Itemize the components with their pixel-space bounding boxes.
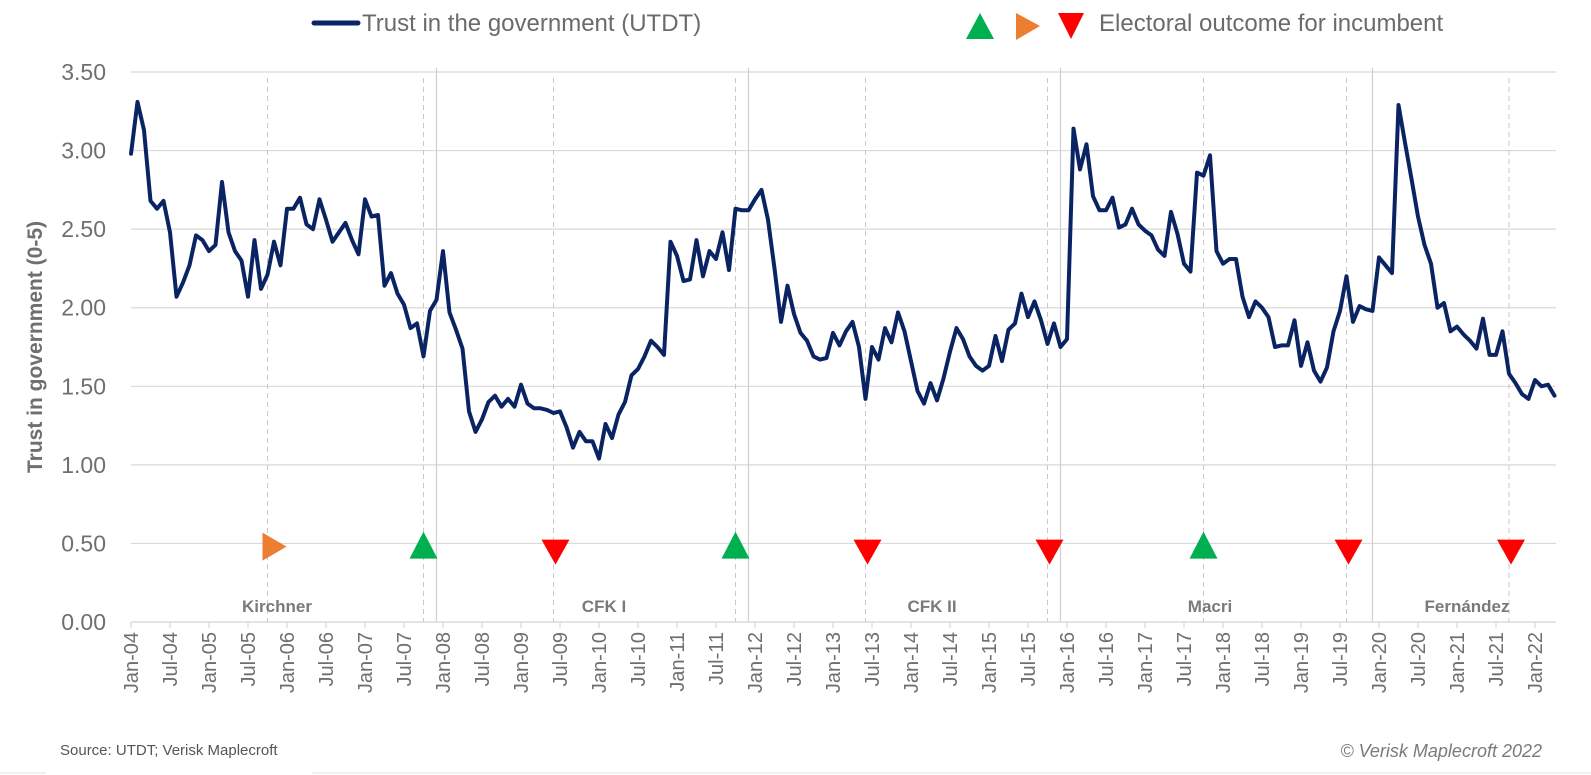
series-line-trust — [129, 99, 1557, 461]
x-tick-label: Jan-06 — [277, 632, 299, 693]
marker-neutral-right-triangle — [262, 532, 287, 561]
x-tick-label: Jan-05 — [199, 632, 221, 693]
legend-up-triangle-icon — [966, 13, 994, 39]
x-tick-label: Jul-08 — [472, 632, 494, 686]
x-tick-label: Jul-18 — [1252, 632, 1274, 686]
x-tick-label: Jan-10 — [589, 632, 611, 693]
x-tick-label: Jan-19 — [1291, 632, 1313, 693]
x-tick-label: Jan-13 — [823, 632, 845, 693]
x-tick-label: Jul-10 — [628, 632, 650, 686]
marker-win-up-triangle — [409, 531, 438, 559]
x-tick-label: Jan-16 — [1057, 632, 1079, 693]
period-label: Kirchner — [242, 597, 312, 616]
x-tick-label: Jan-18 — [1213, 632, 1235, 693]
y-tick-label: 1.50 — [61, 373, 106, 399]
source-note: Source: UTDT; Verisk Maplecroft — [60, 742, 278, 759]
x-tick-label: Jul-07 — [394, 632, 416, 686]
legend-right-triangle-icon — [1016, 13, 1040, 40]
copyright-note: © Verisk Maplecroft 2022 — [1340, 741, 1542, 761]
x-tick-label: Jan-04 — [121, 632, 143, 693]
legend-down-triangle-icon — [1058, 13, 1084, 39]
x-tick-label: Jan-20 — [1369, 632, 1391, 693]
x-tick-label: Jul-16 — [1096, 632, 1118, 686]
x-tick-label: Jul-11 — [706, 632, 728, 685]
x-tick-label: Jul-06 — [316, 632, 338, 686]
x-tick-label: Jul-17 — [1174, 632, 1196, 686]
x-tick-label: Jul-12 — [784, 632, 806, 686]
x-tick-label: Jan-17 — [1135, 632, 1157, 693]
x-tick-label: Jul-15 — [1018, 632, 1040, 686]
marker-loss-down-triangle — [541, 539, 570, 565]
x-tick-label: Jul-19 — [1330, 632, 1352, 686]
x-tick-label: Jan-21 — [1447, 632, 1469, 693]
x-tick-label: Jul-05 — [238, 632, 260, 686]
x-tick-label: Jan-09 — [511, 632, 533, 693]
x-tick-label: Jan-22 — [1525, 632, 1547, 693]
x-tick-label: Jan-14 — [901, 632, 923, 693]
y-tick-label: 0.50 — [61, 530, 106, 556]
period-label: CFK I — [582, 597, 626, 616]
legend: Trust in the government (UTDT) Electoral… — [311, 10, 1444, 40]
x-tick-label: Jan-08 — [433, 632, 455, 693]
legend-markers-label: Electoral outcome for incumbent — [1099, 10, 1444, 37]
x-tick-label: Jul-21 — [1486, 632, 1508, 686]
marker-loss-down-triangle — [1035, 539, 1064, 565]
y-tick-label: 3.50 — [61, 59, 106, 85]
y-tick-label: 3.00 — [61, 138, 106, 164]
marker-win-up-triangle — [721, 531, 750, 559]
marker-loss-down-triangle — [1497, 539, 1525, 565]
period-labels: Kirchner CFK I CFK II Macri Fernández — [242, 597, 1509, 616]
electoral-markers — [262, 531, 1525, 565]
divider-lines — [267, 68, 1510, 622]
y-tick-label: 0.00 — [61, 609, 106, 635]
x-tick-label: Jul-20 — [1408, 632, 1430, 686]
x-tick-label: Jul-09 — [550, 632, 572, 686]
marker-loss-down-triangle — [1334, 539, 1363, 565]
period-label: CFK II — [907, 597, 956, 616]
marker-win-up-triangle — [1189, 531, 1218, 559]
y-tick-label: 1.00 — [61, 452, 106, 478]
x-tick-label: Jul-04 — [160, 632, 182, 686]
x-tick-label: Jan-07 — [355, 632, 377, 693]
y-axis-ticks: 0.00 0.50 1.00 1.50 2.00 2.50 3.00 3.50 — [61, 59, 106, 635]
x-tick-label: Jul-13 — [862, 632, 884, 686]
y-tick-label: 2.50 — [61, 216, 106, 242]
y-axis-label: Trust in government (0-5) — [24, 221, 47, 473]
x-tick-label: Jan-15 — [979, 632, 1001, 693]
period-label: Fernández — [1424, 597, 1509, 616]
gridlines — [131, 71, 1556, 623]
period-label: Macri — [1188, 597, 1232, 616]
x-tick-label: Jul-14 — [940, 632, 962, 686]
x-tick-label: Jan-11 — [667, 632, 689, 692]
x-tick-label: Jan-12 — [745, 632, 767, 693]
legend-series-label: Trust in the government (UTDT) — [362, 10, 701, 37]
x-axis: Jan-04 Jul-04 Jan-05 Jul-05 Jan-06 Jul-06 Jan-… — [121, 621, 1556, 693]
y-tick-label: 2.00 — [61, 295, 106, 321]
marker-loss-down-triangle — [853, 539, 882, 565]
